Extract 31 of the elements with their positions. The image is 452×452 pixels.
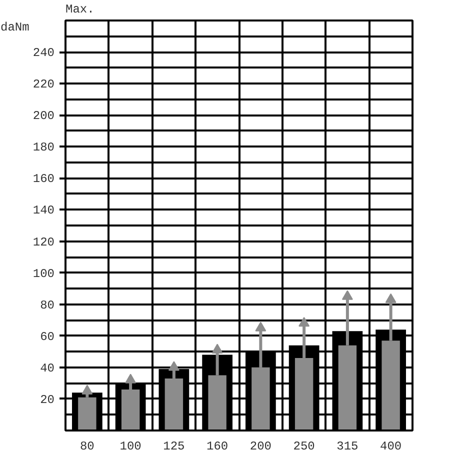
point xyxy=(255,322,266,332)
x-tick-label: 80 xyxy=(80,440,94,452)
point xyxy=(298,316,310,327)
y-tick-label: 140 xyxy=(32,204,55,218)
point xyxy=(212,344,223,354)
y-tick-label: 100 xyxy=(32,266,55,281)
y-tick-label: 240 xyxy=(32,46,55,60)
y-tick-label: 80 xyxy=(40,298,55,312)
x-tick-label: 200 xyxy=(250,440,272,452)
x-tick-label: 100 xyxy=(120,440,142,452)
y-tick-label: 120 xyxy=(32,235,55,250)
point xyxy=(82,384,93,394)
x-tick-label: 315 xyxy=(336,440,358,452)
text: Max. xyxy=(66,2,94,16)
x-tick-label: 400 xyxy=(380,440,402,452)
bar xyxy=(78,397,96,430)
x-tick-label: 125 xyxy=(163,440,185,452)
x-tick-label: 160 xyxy=(206,440,228,452)
point xyxy=(125,374,136,384)
point xyxy=(342,290,353,300)
y-tick-label: 200 xyxy=(32,109,55,124)
x-tick-label: 250 xyxy=(293,440,315,452)
y-axis-title: daNm xyxy=(0,20,30,34)
y-tick-label: 60 xyxy=(40,330,55,344)
y-tick-label: 40 xyxy=(40,361,55,376)
point xyxy=(168,361,180,371)
y-tick-label: 180 xyxy=(32,140,55,155)
point xyxy=(385,293,396,303)
y-tick-label: 220 xyxy=(32,78,55,92)
y-tick-label: 20 xyxy=(40,392,55,407)
y-tick-label: 160 xyxy=(32,172,55,186)
